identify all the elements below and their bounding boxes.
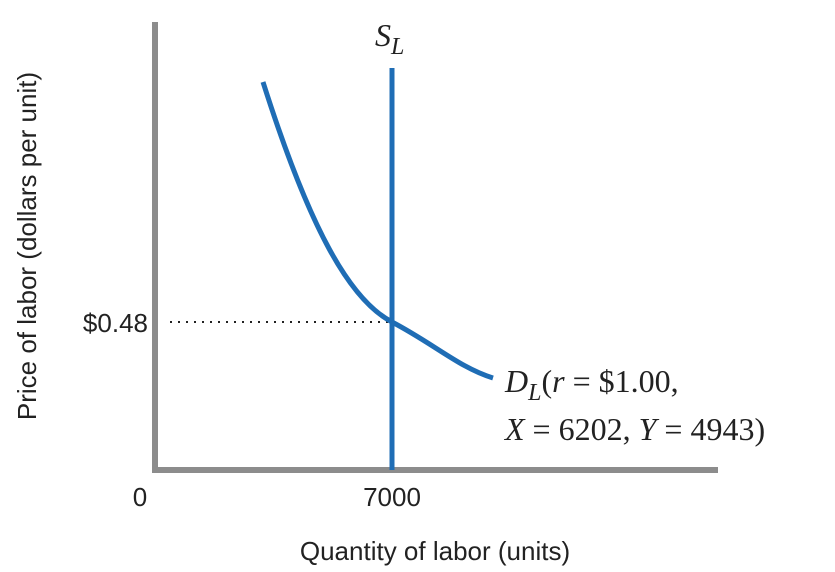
rest: = $1.00,	[565, 363, 679, 399]
var: Y	[639, 411, 660, 447]
symbol: D	[504, 363, 528, 399]
rest: = 4943)	[656, 411, 765, 447]
subscript: L	[390, 34, 404, 60]
y-axis-label: Price of labor (dollars per unit)	[12, 72, 42, 420]
paren: (	[541, 363, 552, 399]
demand-curve	[260, 81, 494, 381]
axes	[152, 22, 718, 473]
quantity-label: 7000	[363, 482, 421, 512]
x-axis-label: Quantity of labor (units)	[300, 536, 570, 566]
origin-label: 0	[133, 482, 147, 512]
symbol: S	[375, 17, 391, 53]
var: X	[503, 411, 526, 447]
price-label: $0.48	[83, 308, 148, 338]
subscript: L	[527, 380, 541, 406]
mid: = 6202,	[525, 411, 639, 447]
demand-label-line2: X = 6202, Y = 4943)	[503, 411, 765, 447]
var: r	[552, 363, 565, 399]
supply-label: SL	[375, 17, 404, 60]
demand-label-line1: DL(r = $1.00,	[504, 363, 679, 406]
